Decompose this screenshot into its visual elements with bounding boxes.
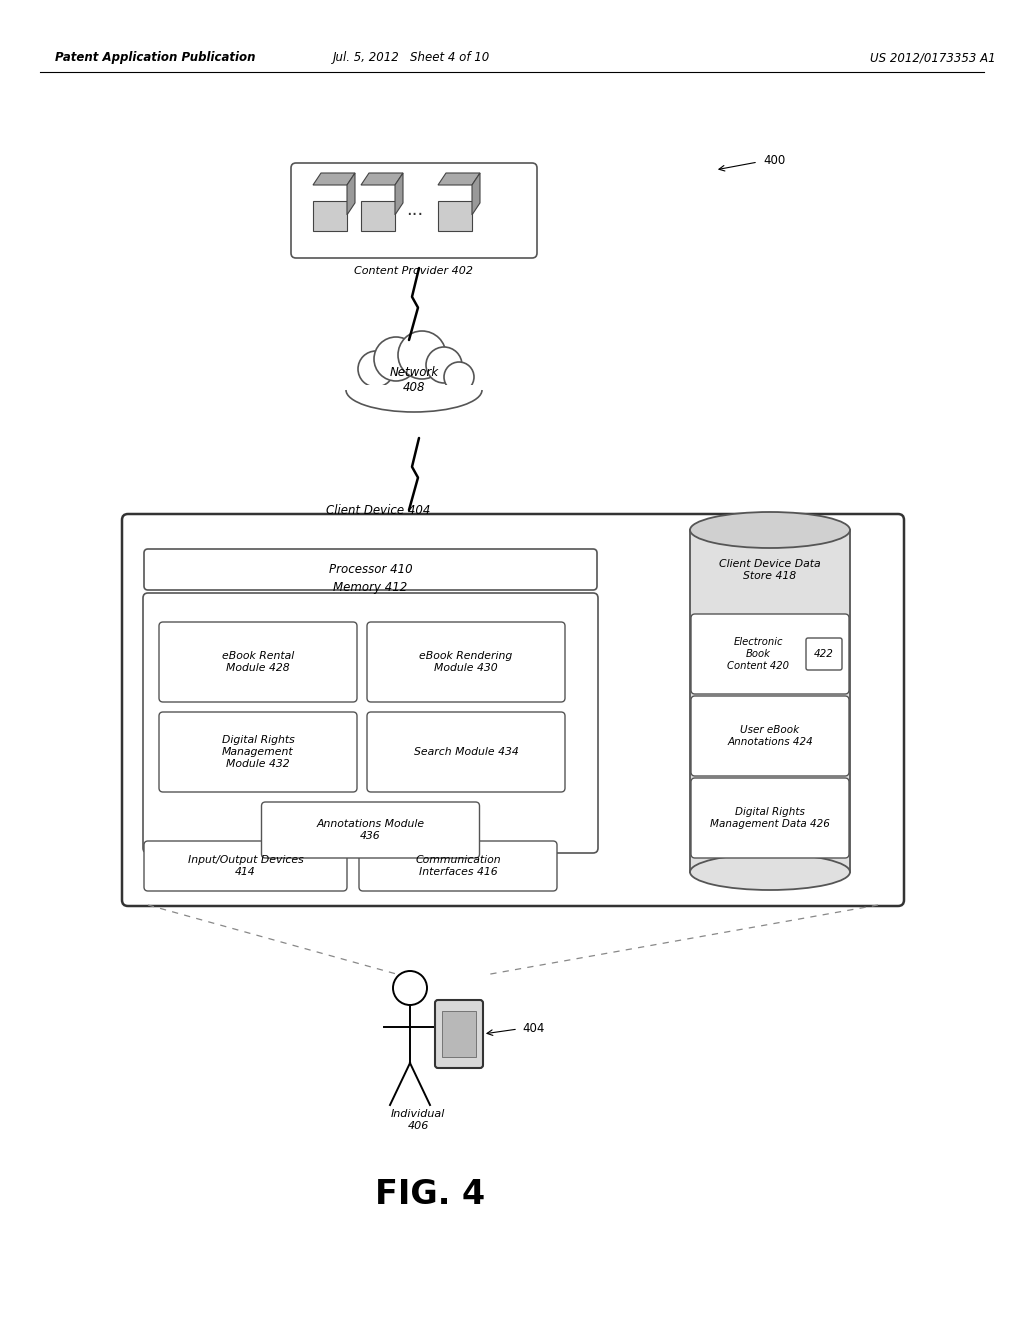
Text: Digital Rights
Management
Module 432: Digital Rights Management Module 432 [221,735,294,768]
Text: Content Provider 402: Content Provider 402 [354,267,473,276]
Text: FIG. 4: FIG. 4 [375,1179,485,1212]
Text: eBook Rendering
Module 430: eBook Rendering Module 430 [420,651,513,673]
Text: Search Module 434: Search Module 434 [414,747,518,756]
Bar [690,531,850,873]
FancyBboxPatch shape [143,593,598,853]
Polygon shape [361,173,403,185]
FancyBboxPatch shape [159,622,357,702]
Text: Patent Application Publication: Patent Application Publication [55,51,256,65]
FancyBboxPatch shape [691,614,849,694]
Text: Network
408: Network 408 [389,366,438,393]
Text: Digital Rights
Management Data 426: Digital Rights Management Data 426 [710,808,829,829]
Polygon shape [313,173,355,185]
FancyBboxPatch shape [367,711,565,792]
Text: Input/Output Devices
414: Input/Output Devices 414 [187,855,303,876]
Text: Client Device Data
Store 418: Client Device Data Store 418 [719,560,821,581]
FancyBboxPatch shape [122,513,904,906]
Polygon shape [472,173,480,215]
FancyBboxPatch shape [435,1001,483,1068]
Circle shape [358,351,394,387]
Polygon shape [347,173,355,215]
FancyBboxPatch shape [691,777,849,858]
Circle shape [393,972,427,1005]
FancyBboxPatch shape [159,711,357,792]
FancyBboxPatch shape [438,201,472,231]
Text: Annotations Module
436: Annotations Module 436 [316,820,425,841]
Ellipse shape [690,512,850,548]
Text: Processor 410: Processor 410 [329,564,413,576]
Text: Communication
Interfaces 416: Communication Interfaces 416 [415,855,501,876]
FancyBboxPatch shape [367,622,565,702]
Text: Jul. 5, 2012   Sheet 4 of 10: Jul. 5, 2012 Sheet 4 of 10 [334,51,490,65]
Text: ...: ... [407,201,424,219]
FancyBboxPatch shape [691,696,849,776]
FancyBboxPatch shape [291,162,537,257]
Text: eBook Rental
Module 428: eBook Rental Module 428 [222,651,294,673]
FancyBboxPatch shape [806,638,842,671]
Circle shape [426,347,462,383]
Circle shape [374,337,418,381]
Text: 422: 422 [814,649,834,659]
Text: 400: 400 [763,154,785,168]
FancyBboxPatch shape [359,841,557,891]
Polygon shape [438,173,480,185]
Text: Electronic
Book
Content 420: Electronic Book Content 420 [727,638,790,671]
Bar [346,385,482,407]
Bar [442,1011,476,1057]
Circle shape [398,331,446,379]
Polygon shape [395,173,403,215]
Circle shape [444,362,474,392]
Text: User eBook
Annotations 424: User eBook Annotations 424 [727,725,813,747]
FancyBboxPatch shape [144,549,597,590]
Text: Individual
406: Individual 406 [391,1109,445,1131]
Text: US 2012/0173353 A1: US 2012/0173353 A1 [870,51,995,65]
FancyBboxPatch shape [144,841,347,891]
Text: Memory 412: Memory 412 [334,582,408,594]
FancyBboxPatch shape [313,201,347,231]
Ellipse shape [690,854,850,890]
FancyBboxPatch shape [361,201,395,231]
FancyBboxPatch shape [261,803,479,858]
Text: 404: 404 [522,1023,545,1035]
Text: Client Device 404: Client Device 404 [326,503,430,516]
